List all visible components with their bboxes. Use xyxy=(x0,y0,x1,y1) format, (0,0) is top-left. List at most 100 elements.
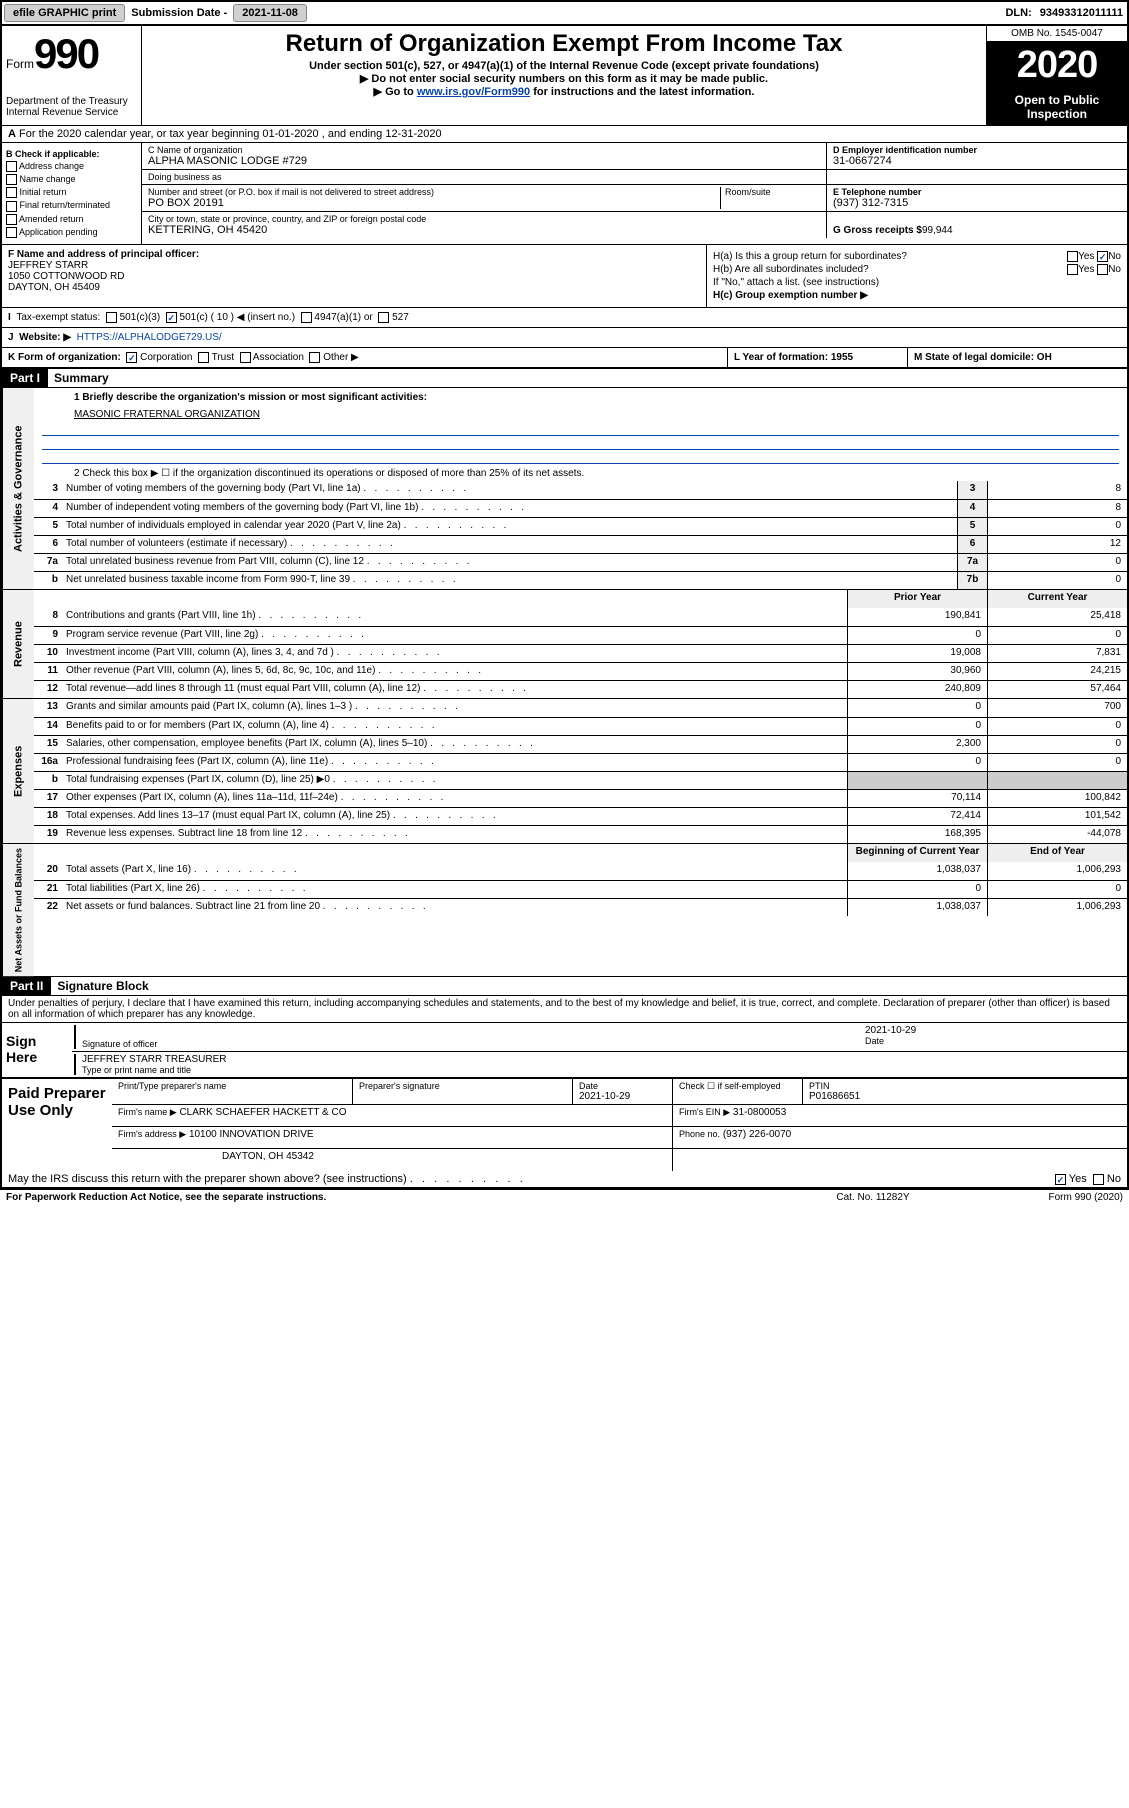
paid-preparer-label: Paid Preparer Use Only xyxy=(2,1079,112,1171)
city-value: KETTERING, OH 45420 xyxy=(148,224,820,236)
perjury-statement: Under penalties of perjury, I declare th… xyxy=(2,996,1127,1023)
table-row: 7aTotal unrelated business revenue from … xyxy=(34,553,1127,571)
officer-addr1: 1050 COTTONWOOD RD xyxy=(8,271,700,282)
chk-initial-return[interactable] xyxy=(6,187,17,198)
sign-here-block: Sign Here Signature of officer 2021-10-2… xyxy=(2,1023,1127,1078)
ein-label: D Employer identification number xyxy=(833,145,1121,155)
chk-527[interactable] xyxy=(378,312,389,323)
phone-label: E Telephone number xyxy=(833,187,1121,197)
chk-4947[interactable] xyxy=(301,312,312,323)
sign-here-label: Sign Here xyxy=(2,1023,72,1077)
chk-final-return[interactable] xyxy=(6,201,17,212)
revenue-header: Prior Year Current Year xyxy=(34,590,1127,608)
sidebar-revenue: Revenue xyxy=(2,590,34,698)
chk-ha-no[interactable] xyxy=(1097,251,1108,262)
city-label: City or town, state or province, country… xyxy=(148,214,820,224)
table-row: bTotal fundraising expenses (Part IX, co… xyxy=(34,771,1127,789)
form-number: Form990 xyxy=(6,30,137,78)
sidebar-governance: Activities & Governance xyxy=(2,388,34,589)
chk-amended[interactable] xyxy=(6,214,17,225)
submission-label: Submission Date - xyxy=(127,7,231,19)
dept-treasury: Department of the Treasury Internal Reve… xyxy=(6,96,137,118)
officer-label: F Name and address of principal officer: xyxy=(8,249,700,260)
h-b-note: If "No," attach a list. (see instruction… xyxy=(713,277,1121,288)
chk-501c[interactable] xyxy=(166,312,177,323)
year-formation: L Year of formation: 1955 xyxy=(727,348,907,367)
table-row: 12Total revenue—add lines 8 through 11 (… xyxy=(34,680,1127,698)
chk-hb-yes[interactable] xyxy=(1067,264,1078,275)
table-row: 8Contributions and grants (Part VIII, li… xyxy=(34,608,1127,626)
chk-name-change[interactable] xyxy=(6,174,17,185)
efile-button[interactable]: efile GRAPHIC print xyxy=(4,4,125,22)
chk-ha-yes[interactable] xyxy=(1067,251,1078,262)
chk-address-change[interactable] xyxy=(6,161,17,172)
officer-name-title: JEFFREY STARR TREASURER xyxy=(82,1054,1125,1065)
chk-corp[interactable] xyxy=(126,352,137,363)
col-b-checkboxes: B Check if applicable: Address change Na… xyxy=(2,143,142,244)
form-990-page: efile GRAPHIC print Submission Date - 20… xyxy=(0,0,1129,1190)
blank-line xyxy=(42,450,1119,464)
form-ref: Form 990 (2020) xyxy=(973,1192,1123,1203)
form-header: Form990 Department of the Treasury Inter… xyxy=(2,26,1127,126)
form-title: Return of Organization Exempt From Incom… xyxy=(148,30,980,58)
chk-trust[interactable] xyxy=(198,352,209,363)
table-row: 13Grants and similar amounts paid (Part … xyxy=(34,699,1127,717)
dba-label: Doing business as xyxy=(148,172,820,182)
sidebar-expenses: Expenses xyxy=(2,699,34,843)
h-c-label: H(c) Group exemption number ▶ xyxy=(713,290,1121,301)
instr-ssn: ▶ Do not enter social security numbers o… xyxy=(148,72,980,85)
table-row: 22Net assets or fund balances. Subtract … xyxy=(34,898,1127,916)
paid-preparer-block: Paid Preparer Use Only Print/Type prepar… xyxy=(2,1078,1127,1171)
submission-date-button[interactable]: 2021-11-08 xyxy=(233,4,307,22)
blank-line xyxy=(42,436,1119,450)
cat-no: Cat. No. 11282Y xyxy=(773,1192,973,1203)
chk-assoc[interactable] xyxy=(240,352,251,363)
website-link[interactable]: HTTPS://ALPHALODGE729.US/ xyxy=(77,332,222,343)
table-row: 15Salaries, other compensation, employee… xyxy=(34,735,1127,753)
chk-other[interactable] xyxy=(309,352,320,363)
chk-discuss-no[interactable] xyxy=(1093,1174,1104,1185)
table-row: 4Number of independent voting members of… xyxy=(34,499,1127,517)
table-row: 19Revenue less expenses. Subtract line 1… xyxy=(34,825,1127,843)
netassets-header: Beginning of Current Year End of Year xyxy=(34,844,1127,862)
h-b-label: H(b) Are all subordinates included? xyxy=(713,264,1067,275)
org-name-label: C Name of organization xyxy=(148,145,820,155)
ein-value: 31-0667274 xyxy=(833,155,1121,167)
addr-value: PO BOX 20191 xyxy=(148,197,720,209)
org-name: ALPHA MASONIC LODGE #729 xyxy=(148,155,820,167)
chk-app-pending[interactable] xyxy=(6,227,17,238)
tax-year: 2020 xyxy=(987,42,1127,89)
form-subtitle: Under section 501(c), 527, or 4947(a)(1)… xyxy=(148,60,980,72)
open-inspection: Open to Public Inspection xyxy=(987,89,1127,125)
table-row: 5Total number of individuals employed in… xyxy=(34,517,1127,535)
table-row: 10Investment income (Part VIII, column (… xyxy=(34,644,1127,662)
table-row: 18Total expenses. Add lines 13–17 (must … xyxy=(34,807,1127,825)
gross-receipts-value: 99,944 xyxy=(922,225,953,236)
row-k: K Form of organization: Corporation Trus… xyxy=(2,348,1127,369)
table-row: 11Other revenue (Part VIII, column (A), … xyxy=(34,662,1127,680)
omb-number: OMB No. 1545-0047 xyxy=(987,26,1127,42)
officer-name: JEFFREY STARR xyxy=(8,260,700,271)
chk-discuss-yes[interactable] xyxy=(1055,1174,1066,1185)
row-i-tax-status: I Tax-exempt status: 501(c)(3) 501(c) ( … xyxy=(2,308,1127,328)
room-label: Room/suite xyxy=(725,187,820,197)
table-row: 6Total number of volunteers (estimate if… xyxy=(34,535,1127,553)
chk-501c3[interactable] xyxy=(106,312,117,323)
paperwork-notice: For Paperwork Reduction Act Notice, see … xyxy=(6,1192,773,1203)
sig-date: 2021-10-29 xyxy=(865,1025,1125,1036)
addr-label: Number and street (or P.O. box if mail i… xyxy=(148,187,720,197)
dln-value: 93493312011111 xyxy=(1036,7,1127,19)
line-2: 2 Check this box ▶ ☐ if the organization… xyxy=(34,464,1127,481)
h-a-label: H(a) Is this a group return for subordin… xyxy=(713,251,1067,262)
instr-link: ▶ Go to www.irs.gov/Form990 for instruct… xyxy=(148,85,980,98)
officer-addr2: DAYTON, OH 45409 xyxy=(8,282,700,293)
type-name-label: Type or print name and title xyxy=(82,1065,1125,1075)
page-footer: For Paperwork Reduction Act Notice, see … xyxy=(0,1190,1129,1205)
chk-hb-no[interactable] xyxy=(1097,264,1108,275)
top-toolbar: efile GRAPHIC print Submission Date - 20… xyxy=(2,2,1127,26)
discuss-row: May the IRS discuss this return with the… xyxy=(2,1171,1127,1188)
gross-receipts-label: G Gross receipts $ xyxy=(833,225,922,236)
state-domicile: M State of legal domicile: OH xyxy=(907,348,1127,367)
sig-date-label: Date xyxy=(865,1036,1125,1046)
irs-link[interactable]: www.irs.gov/Form990 xyxy=(417,86,530,98)
